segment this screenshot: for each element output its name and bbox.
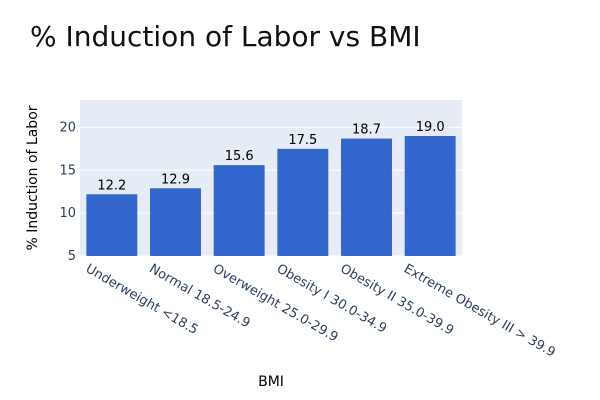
data-labels: 12.2 12.9 15.6 17.5 18.7 19.0 (97, 120, 444, 193)
bar (341, 138, 392, 256)
bar (150, 188, 201, 256)
x-axis-title: BMI (258, 374, 284, 390)
bar (213, 165, 265, 256)
bars (86, 136, 456, 256)
y-tick-label: 10 (59, 206, 76, 221)
x-tick-label: Obesity I 30.0-34.9 (274, 261, 389, 336)
bar (404, 136, 456, 256)
y-tick-label: 20 (59, 120, 76, 135)
bar-value-label: 12.9 (161, 172, 190, 187)
bar-value-label: 19.0 (416, 120, 445, 135)
y-tick-label: 15 (59, 163, 76, 178)
y-axis-ticks: 5 10 15 20 (59, 120, 76, 264)
gridlines (80, 126, 462, 257)
bar-value-label: 15.6 (225, 149, 254, 164)
chart-title: % Induction of Labor vs BMI (30, 20, 421, 53)
bar (86, 194, 138, 256)
x-tick-label: Obesity II 35.0-39.9 (338, 261, 457, 338)
bar-value-label: 17.5 (288, 133, 317, 148)
bar-value-label: 12.2 (97, 178, 126, 193)
y-tick-label: 5 (68, 249, 76, 264)
plot-area (80, 100, 462, 256)
bar (277, 148, 329, 256)
bar-value-label: 18.7 (352, 123, 381, 138)
x-tick-label: Underweight <18.5 (83, 261, 201, 338)
y-axis-title: % Induction of Labor (25, 105, 41, 250)
